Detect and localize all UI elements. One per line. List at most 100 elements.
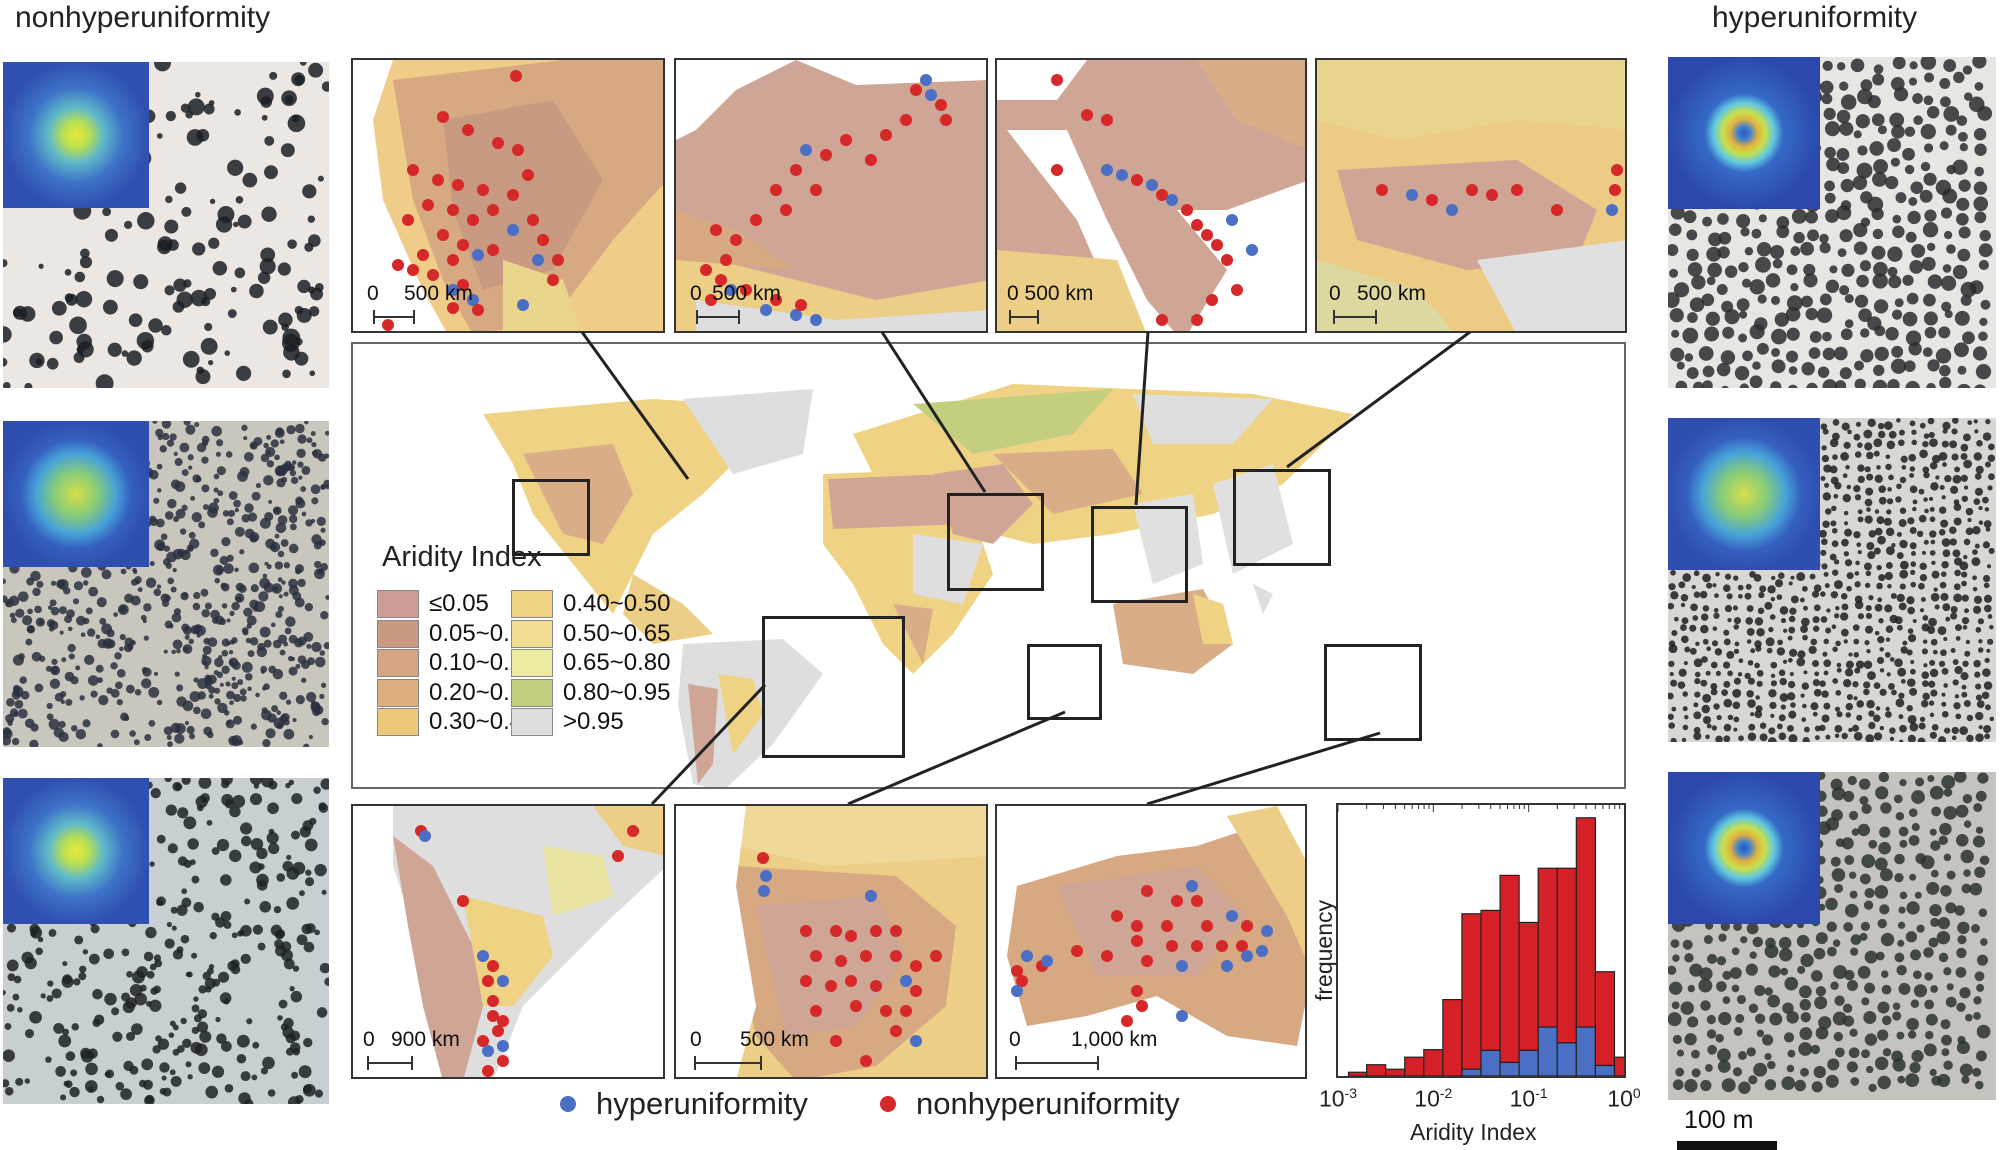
inset-terrain xyxy=(997,60,1305,331)
histogram-bar-nonhyperuniformity xyxy=(1537,867,1558,1028)
histogram-bar-nonhyperuniformity xyxy=(1442,998,1463,1077)
scale-label-combined: 0 500 km xyxy=(1007,282,1094,305)
hyperuniform-site-point xyxy=(1176,960,1188,972)
histogram-bar-nonhyperuniformity xyxy=(1423,1049,1444,1077)
x-tick-label: 100 xyxy=(1607,1085,1641,1112)
nonhyperuniform-site-point xyxy=(890,950,902,962)
histogram-bar-nonhyperuniformity xyxy=(1404,1056,1425,1077)
nonhyperuniform-site-point xyxy=(1121,1015,1133,1027)
hyperuniform-site-point xyxy=(760,304,772,316)
aridity-swatch xyxy=(511,619,553,648)
nonhyperuniform-site-point xyxy=(417,249,429,261)
histogram-bar-nonhyperuniformity xyxy=(1613,1056,1635,1077)
nonhyperuniform-site-point xyxy=(705,294,717,306)
nonhyperuniform-site-point xyxy=(715,274,727,286)
hyperuniform-site-point xyxy=(1221,960,1233,972)
site-points xyxy=(382,70,564,331)
scale-bar xyxy=(1015,1056,1099,1070)
hyperuniform-site-point xyxy=(497,975,509,987)
nonhyperuniform-site-point xyxy=(930,950,942,962)
legend-label: hyperuniformity xyxy=(596,1086,808,1121)
aridity-swatch xyxy=(377,708,419,736)
site-points xyxy=(757,852,942,1067)
satellite-scale-label: 100 m xyxy=(1684,1106,1754,1134)
aridity-legend-label: ≤0.05 xyxy=(429,590,489,617)
nonhyperuniform-site-point xyxy=(1486,189,1498,201)
nonhyperuniform-site-point xyxy=(407,264,419,276)
nonhyperuniform-site-point xyxy=(1216,940,1228,952)
histogram-bar-nonhyperuniformity xyxy=(1594,971,1616,1067)
nonhyperuniform-site-point xyxy=(457,895,469,907)
nonhyperuniform-site-point xyxy=(700,264,712,276)
histogram-bar-hyperuniformity xyxy=(1594,1064,1616,1077)
nonhyperuniform-site-point xyxy=(890,1025,902,1037)
histogram-y-label: frequency xyxy=(1311,899,1337,1001)
scale-label: 1,000 km xyxy=(1071,1028,1158,1051)
histogram-bar-nonhyperuniformity xyxy=(1499,874,1520,1064)
scale-bar xyxy=(694,1056,762,1070)
scale-label: 500 km xyxy=(404,282,473,305)
histogram-bar-hyperuniformity xyxy=(1461,1068,1482,1077)
legend-nonhyperuniformity: nonhyperuniformity xyxy=(880,1086,1180,1122)
hyperuniform-site-point xyxy=(497,1040,509,1052)
aridity-legend-item: 0.30~0.40 xyxy=(377,707,536,737)
nonhyperuniform-site-point xyxy=(497,1055,509,1067)
nonhyperuniform-site-point xyxy=(477,184,489,196)
nonhyperuniform-site-point xyxy=(940,114,952,126)
nonhyperuniform-site-point xyxy=(547,274,559,286)
nonhyperuniform-site-point xyxy=(835,955,847,967)
hyperuniform-site-point xyxy=(1406,189,1418,201)
histogram-bar-nonhyperuniformity xyxy=(1480,909,1501,1052)
hyperuniform-site-point xyxy=(920,74,932,86)
scale-bar xyxy=(1333,310,1377,324)
nonhyperuniform-site-point xyxy=(825,980,837,992)
inset-map-middle-east: 0 500 km xyxy=(995,58,1307,333)
right-column-title: hyperuniformity xyxy=(1712,1,1918,34)
nonhyperuniform-site-point xyxy=(447,254,459,266)
nonhyperuniform-site-point xyxy=(800,975,812,987)
nonhyperuniform-site-point xyxy=(790,164,802,176)
satellite-panel-right-3 xyxy=(1668,772,1996,1100)
nonhyperuniform-site-point xyxy=(1191,219,1203,231)
hyperuniform-site-point xyxy=(725,284,737,296)
nonhyperuniform-site-point xyxy=(1231,284,1243,296)
hyperuniform-site-point xyxy=(517,299,529,311)
nonhyperuniform-site-point xyxy=(910,960,922,972)
nonhyperuniform-site-point xyxy=(1136,1000,1148,1012)
scale-zero: 0 xyxy=(1009,1028,1021,1051)
nonhyperuniform-site-point xyxy=(1191,314,1203,326)
nonhyperuniform-site-point xyxy=(462,124,474,136)
legend-hyperuniformity: hyperuniformity xyxy=(560,1086,808,1122)
nonhyperuniform-site-point xyxy=(427,269,439,281)
nonhyperuniform-site-point xyxy=(432,174,444,186)
inset-map-australia: 0 1,000 km xyxy=(995,804,1307,1079)
nonhyperuniform-site-point xyxy=(1466,184,1478,196)
aridity-legend-label: >0.95 xyxy=(563,708,624,735)
region-box-middle-east xyxy=(1091,506,1188,603)
hyperuniform-site-point xyxy=(472,249,484,261)
nonhyperuniform-site-point xyxy=(537,234,549,246)
aridity-legend-item: >0.95 xyxy=(511,707,624,737)
nonhyperuniform-site-point xyxy=(850,1000,862,1012)
fft-inset-right-1 xyxy=(1668,57,1820,209)
nonhyperuniform-site-point xyxy=(1221,254,1233,266)
histogram-bar-hyperuniformity xyxy=(1537,1026,1558,1077)
hyperuniform-site-point xyxy=(925,89,937,101)
histogram-bar-nonhyperuniformity xyxy=(1366,1064,1387,1077)
nonhyperuniform-site-point xyxy=(1201,920,1213,932)
hyperuniform-site-point xyxy=(477,950,489,962)
nonhyperuniform-site-point xyxy=(810,950,822,962)
hyperuniform-site-point xyxy=(419,830,431,842)
nonhyperuniform-site-point xyxy=(1191,895,1203,907)
nonhyperuniform-site-point xyxy=(750,214,762,226)
region-box-north-america xyxy=(512,479,590,556)
scale-zero: 0 xyxy=(1329,282,1341,305)
scale-zero: 0 xyxy=(363,1028,375,1051)
hyperuniform-site-point xyxy=(1021,950,1033,962)
nonhyperuniform-site-point xyxy=(1131,935,1143,947)
hyperuniform-site-point xyxy=(1166,194,1178,206)
nonhyperuniform-site-point xyxy=(407,164,419,176)
aridity-swatch xyxy=(511,649,553,677)
nonhyperuniform-site-point xyxy=(487,244,499,256)
site-points xyxy=(1011,880,1273,1027)
